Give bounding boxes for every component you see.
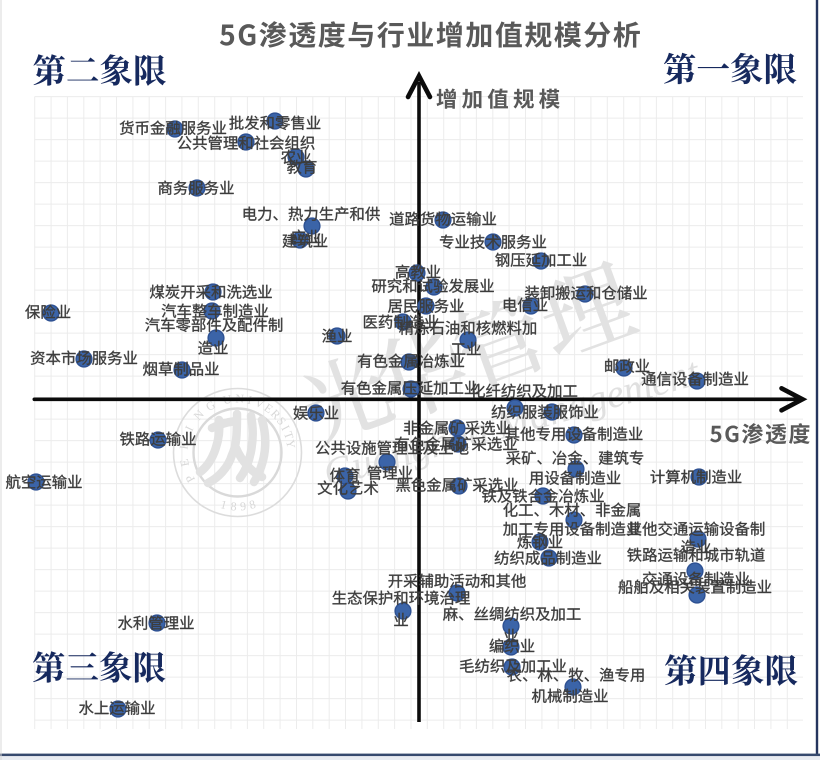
svg-text:8: 8: [248, 497, 258, 512]
svg-text:8: 8: [230, 499, 237, 513]
svg-text:9: 9: [239, 499, 246, 514]
svg-text:I: I: [278, 423, 292, 433]
svg-text:Y: Y: [283, 439, 298, 450]
svg-text:1: 1: [219, 497, 228, 512]
svg-text:I: I: [182, 424, 196, 434]
svg-text:E: E: [177, 458, 192, 468]
